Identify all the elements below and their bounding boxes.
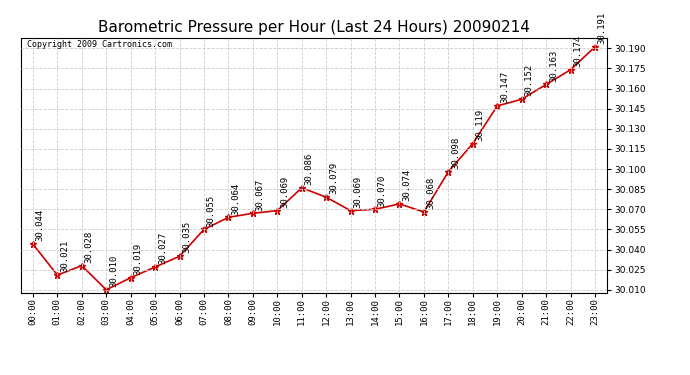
Text: 30.174: 30.174 <box>573 34 582 67</box>
Text: 30.070: 30.070 <box>378 174 387 207</box>
Text: 30.191: 30.191 <box>598 12 607 44</box>
Text: 30.021: 30.021 <box>60 240 69 272</box>
Text: 30.044: 30.044 <box>36 209 45 242</box>
Text: 30.069: 30.069 <box>353 176 362 208</box>
Text: 30.010: 30.010 <box>109 255 118 287</box>
Text: 30.098: 30.098 <box>451 136 460 169</box>
Text: 30.152: 30.152 <box>524 64 533 96</box>
Text: 30.055: 30.055 <box>207 194 216 226</box>
Text: 30.027: 30.027 <box>158 232 167 264</box>
Text: 30.163: 30.163 <box>549 50 558 82</box>
Text: 30.068: 30.068 <box>426 177 435 209</box>
Text: 30.064: 30.064 <box>231 182 240 214</box>
Text: 30.079: 30.079 <box>329 162 338 194</box>
Text: 30.019: 30.019 <box>133 243 142 275</box>
Text: 30.069: 30.069 <box>280 176 289 208</box>
Text: 30.147: 30.147 <box>500 71 509 103</box>
Text: 30.067: 30.067 <box>255 178 265 210</box>
Text: 30.086: 30.086 <box>304 153 313 185</box>
Text: 30.074: 30.074 <box>402 169 411 201</box>
Title: Barometric Pressure per Hour (Last 24 Hours) 20090214: Barometric Pressure per Hour (Last 24 Ho… <box>98 20 530 35</box>
Text: 30.119: 30.119 <box>475 108 484 141</box>
Text: 30.028: 30.028 <box>85 231 94 263</box>
Text: Copyright 2009 Cartronics.com: Copyright 2009 Cartronics.com <box>26 40 172 49</box>
Text: 30.035: 30.035 <box>182 221 191 254</box>
